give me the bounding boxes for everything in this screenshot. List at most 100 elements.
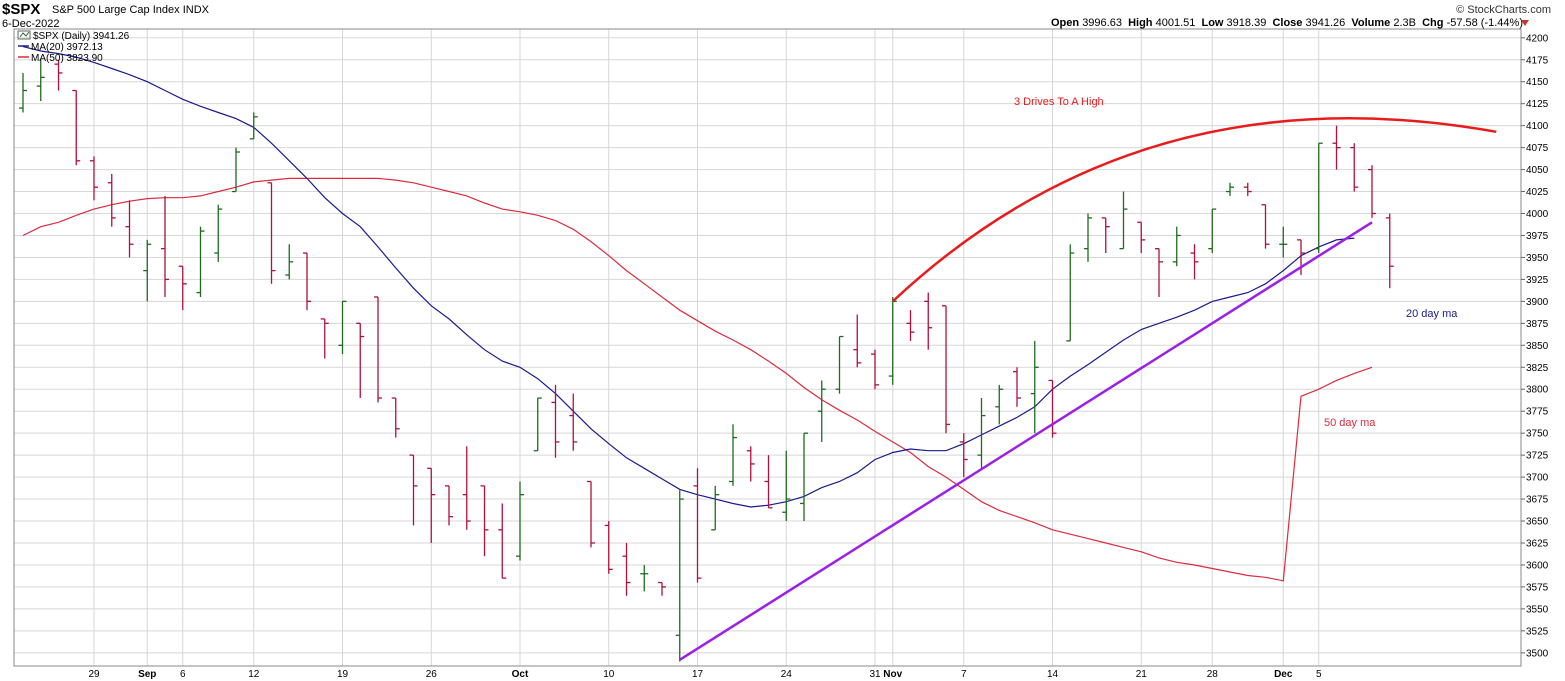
ohlc-bar bbox=[871, 349, 879, 390]
ohlc-bar bbox=[196, 226, 205, 297]
ohlc-bar bbox=[888, 296, 897, 385]
y-tick-label: 4025 bbox=[1526, 187, 1549, 198]
chg-label: Chg bbox=[1422, 17, 1444, 29]
x-tick-label: Oct bbox=[512, 669, 529, 680]
ohlc-bar bbox=[90, 156, 98, 201]
ohlc-bar bbox=[995, 384, 1004, 425]
ohlc-bar bbox=[445, 485, 453, 526]
x-tick-label: 29 bbox=[88, 669, 100, 680]
ohlc-bar bbox=[320, 318, 329, 359]
ohlc-bar bbox=[178, 265, 187, 311]
low-value: 3918.39 bbox=[1226, 17, 1267, 29]
ohlc-bar bbox=[782, 450, 791, 522]
ohlc-bar bbox=[72, 89, 81, 166]
attribution-text: © StockCharts.com bbox=[1456, 4, 1551, 16]
y-tick-label: 3825 bbox=[1526, 363, 1549, 374]
ma50-series bbox=[22, 177, 1373, 582]
close-label: Close bbox=[1272, 17, 1303, 29]
ohlc-bar bbox=[693, 468, 702, 583]
y-tick-label: 3850 bbox=[1526, 341, 1549, 352]
y-tick-label: 4150 bbox=[1526, 77, 1549, 88]
y-tick-label: 3750 bbox=[1526, 429, 1549, 440]
chg-value: -57.58 (-1.44%) bbox=[1446, 17, 1523, 29]
legend-swatch-price bbox=[17, 30, 31, 40]
ohlc-bar bbox=[1368, 165, 1376, 218]
y-tick-label: 3900 bbox=[1526, 297, 1549, 308]
ohlc-bar bbox=[249, 112, 258, 140]
arc-annotation: 3 Drives To A High bbox=[1014, 96, 1104, 108]
ohlc-bar bbox=[409, 454, 418, 526]
ohlc-bar bbox=[232, 147, 240, 193]
y-tick-label: 3775 bbox=[1526, 407, 1549, 418]
open-value: 3996.63 bbox=[1082, 17, 1122, 29]
x-tick-label: 6 bbox=[180, 669, 186, 680]
ohlc-bar bbox=[1066, 244, 1075, 342]
ohlc-bar bbox=[1030, 340, 1039, 434]
y-tick-label: 3700 bbox=[1526, 473, 1549, 484]
ohlc-bar bbox=[1226, 182, 1234, 196]
ma20-series bbox=[22, 46, 1355, 508]
ohlc-bar bbox=[711, 485, 720, 531]
y-tick-label: 3800 bbox=[1526, 385, 1549, 396]
open-label: Open bbox=[1051, 17, 1080, 29]
ohlc-bar bbox=[853, 314, 862, 368]
x-tick-label: 28 bbox=[1207, 669, 1219, 680]
ma50-line bbox=[22, 177, 1373, 582]
ma20-line bbox=[22, 46, 1355, 508]
ohlc-bar bbox=[107, 173, 116, 227]
ohlc-bar bbox=[1297, 239, 1305, 276]
ohlc-readout: Open 3996.63 High 4001.51 Low 3918.39 Cl… bbox=[1051, 17, 1523, 29]
ohlc-bar bbox=[906, 310, 915, 341]
ohlc-bar bbox=[1137, 221, 1146, 254]
y-tick-label: 3925 bbox=[1526, 275, 1549, 286]
grid-lines bbox=[14, 29, 1521, 666]
ohlc-bar bbox=[1190, 244, 1199, 280]
ohlc-bar bbox=[622, 542, 631, 596]
y-tick-label: 4050 bbox=[1526, 165, 1549, 176]
ohlc-bar bbox=[516, 481, 524, 561]
plot-frame bbox=[13, 28, 1522, 667]
chart-legend: $SPX (Daily) 3941.26 MA(20) 3972.13 MA(5… bbox=[17, 30, 130, 64]
chart-symbol: $SPX bbox=[2, 1, 41, 18]
ohlc-bar bbox=[604, 521, 613, 574]
ohlc-bar bbox=[800, 432, 808, 522]
y-tick-label: 3725 bbox=[1526, 451, 1549, 462]
y-tick-label: 3650 bbox=[1526, 517, 1549, 528]
y-tick-label: 4000 bbox=[1526, 209, 1549, 220]
ohlc-bar bbox=[462, 446, 471, 530]
ohlc-bar bbox=[1084, 213, 1092, 262]
x-tick-label: 14 bbox=[1047, 669, 1059, 680]
ohlc-bar bbox=[338, 300, 347, 355]
ohlc-bar bbox=[1048, 379, 1057, 438]
x-tick-label: 17 bbox=[692, 669, 704, 680]
y-tick-label: 3975 bbox=[1526, 231, 1549, 242]
down-arrow-icon bbox=[1521, 20, 1529, 26]
legend-bar-icon bbox=[19, 31, 30, 38]
low-label: Low bbox=[1201, 17, 1224, 29]
ma50-annotation: 50 day ma bbox=[1324, 417, 1376, 429]
ohlc-bar bbox=[356, 322, 365, 399]
y-axis: 3500 3525 3550 3575 3600 3625 3650 3675 3700 3725… bbox=[1521, 33, 1549, 659]
ohlc-bar bbox=[285, 244, 294, 280]
ohlc-bar bbox=[36, 59, 45, 102]
ohlc-bar bbox=[533, 397, 542, 452]
ohlc-bar bbox=[587, 480, 595, 548]
y-tick-label: 4100 bbox=[1526, 121, 1549, 132]
ohlc-bar bbox=[498, 503, 507, 579]
ohlc-bar bbox=[764, 455, 773, 509]
x-tick-label: 7 bbox=[961, 669, 967, 680]
ohlc-bar bbox=[658, 581, 666, 596]
ohlc-bar bbox=[374, 296, 382, 403]
chart-date: 6-Dec-2022 bbox=[2, 18, 60, 30]
ohlc-bar bbox=[480, 485, 489, 557]
y-tick-label: 3950 bbox=[1526, 253, 1549, 264]
drawings bbox=[679, 117, 1497, 661]
ohlc-bar bbox=[1314, 142, 1323, 254]
x-tick-label: 12 bbox=[248, 669, 260, 680]
ohlc-bar bbox=[746, 446, 755, 482]
symbol-description: S&P 500 Large Cap Index INDX bbox=[52, 4, 209, 16]
ohlc-bar bbox=[1013, 367, 1021, 407]
ohlc-bar bbox=[675, 490, 684, 662]
close-value: 3941.26 bbox=[1305, 17, 1346, 29]
ohlc-bars bbox=[19, 59, 1394, 662]
